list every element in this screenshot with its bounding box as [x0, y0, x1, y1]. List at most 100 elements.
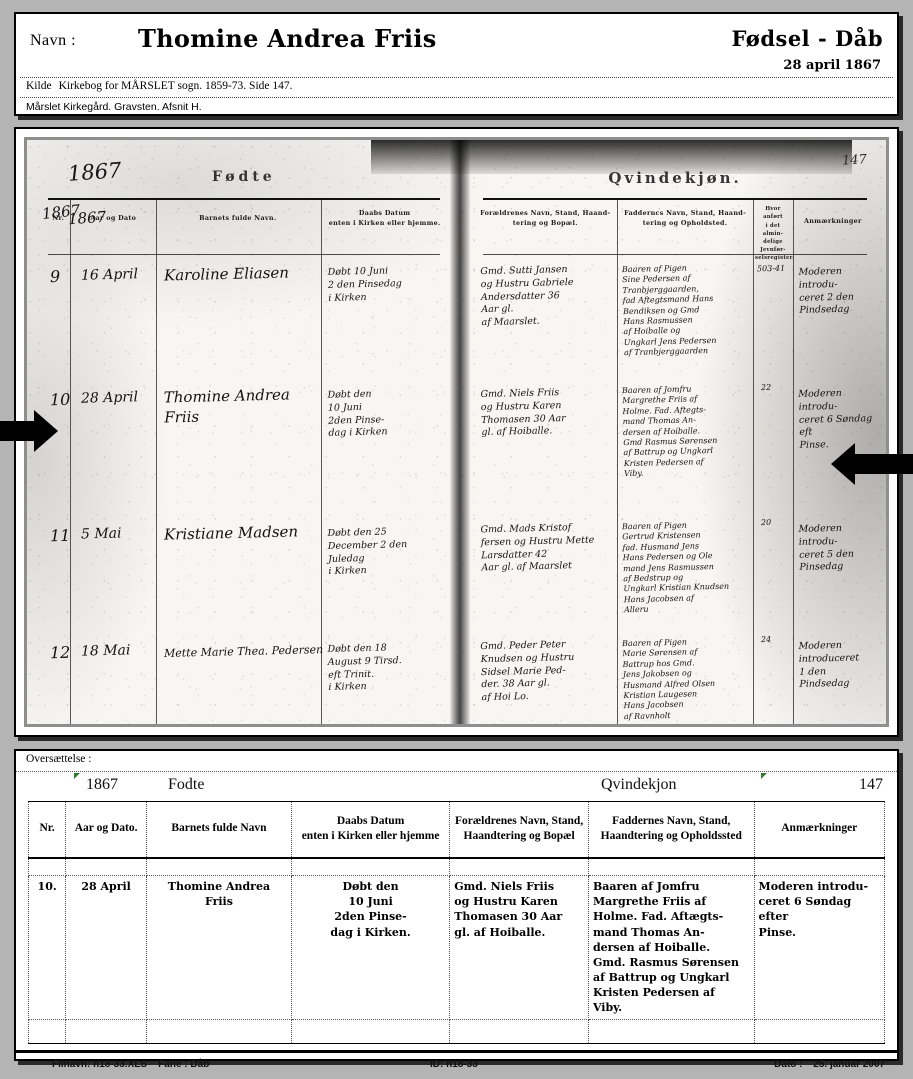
- col-header-barnets-navn: Barnets fulde Navn: [145, 801, 292, 859]
- scan-right-1-register: 22: [760, 382, 772, 393]
- col-header-barnets-navn-l1: Barnets fulde Navn: [171, 822, 267, 835]
- right-vrule-1: [617, 199, 619, 724]
- register-page-number: 147: [841, 152, 868, 169]
- banner-gender: Qvindekjon: [601, 776, 677, 793]
- header-panel: Navn : Thomine Andrea Friis Fødsel - Dåb…: [14, 12, 899, 116]
- cell-nr: 10.: [27, 875, 67, 1020]
- cell-faddere-l2: Margrethe Friis af: [592, 895, 707, 909]
- transcription-label: Oversættelse :: [26, 753, 92, 765]
- cell-anmaerkninger: Moderen introdu- ceret 6 Søndag efter Pi…: [753, 875, 886, 1020]
- transcription-table: Nr. Aar og Dato. Barnets fulde Navn Daab…: [27, 801, 886, 1044]
- footer-date: Dato : 25. januar 2007: [774, 1059, 885, 1070]
- left-header-rule: [48, 198, 440, 201]
- scan-image-panel: Fødte 1867 1867 1867 Nr. Aar og Dato Bar…: [14, 127, 899, 737]
- left-page-year-script: 1867: [67, 158, 123, 186]
- cell-daabs-datum: Døbt den 10 Juni 2den Pinse- dag i Kirke…: [290, 875, 451, 1020]
- col-header-foraeldre: Forældrenes Navn, Stand, Haandtering og …: [449, 801, 589, 859]
- scan-right-0-register: 503-41: [756, 263, 786, 274]
- scan-entry-1-name: Thomine Andrea Friis: [163, 385, 291, 428]
- right-header-rule: [483, 198, 867, 201]
- scan-image-frame: Fødte 1867 1867 1867 Nr. Aar og Dato Bar…: [24, 137, 889, 727]
- tail-cell-2: [65, 1019, 147, 1044]
- col-header-daabs-datum-l1: Daabs Datum: [336, 814, 405, 827]
- tail-cell-7: [753, 1019, 886, 1044]
- source-value: Kirkebog for MÅRSLET sogn. 1859-73. Side…: [58, 80, 293, 92]
- footer-sheet-value: Dåb: [190, 1058, 210, 1070]
- left-colhead-0: Nr.: [52, 213, 65, 222]
- register-right-page: Qvindekjøn. 147 Forældrenes Navn, Stand,…: [475, 140, 874, 724]
- cell-faddere-l9: Viby.: [592, 1001, 623, 1015]
- cell-barnets-navn-l2: Friis: [204, 895, 233, 909]
- source-label: Kilde: [26, 80, 52, 92]
- comment-marker-icon-2: [761, 773, 767, 779]
- cell-faddere-l3: Holme. Fad. Aftægts-: [592, 910, 724, 924]
- scan-entry-0-date: 16 April: [80, 266, 138, 284]
- transcription-label-row: Oversættelse :: [16, 751, 897, 771]
- header-top-row: Navn : Thomine Andrea Friis Fødsel - Dåb…: [16, 14, 897, 77]
- source-note: Mårslet Kirkegård. Gravsten. Afsnit H.: [26, 101, 202, 113]
- spacer-cell-5: [449, 857, 589, 876]
- cell-faddere-l6: Gmd. Rasmus Sørensen: [592, 955, 739, 969]
- scan-right-2-witnesses: Baaren af Pigen Gertrud Kristensen fad. …: [622, 520, 730, 615]
- scan-entry-1-date: 28 April: [80, 389, 138, 407]
- cell-nr-value: 10.: [37, 880, 57, 893]
- scan-entry-0-name: Karoline Eliasen: [164, 263, 290, 285]
- table-header-row: Nr. Aar og Dato. Barnets fulde Navn Daab…: [27, 801, 886, 859]
- header-divider-1: [20, 77, 893, 78]
- cell-anmaerkninger-l2: ceret 6 Søndag efter: [758, 895, 852, 924]
- event-type-title: Fødsel - Dåb: [731, 26, 883, 51]
- col-header-anmaerkninger-l1: Anmærkninger: [781, 822, 858, 835]
- comment-marker-icon-1: [74, 773, 80, 779]
- cell-daabs-datum-l2: 10 Juni: [348, 895, 393, 909]
- left-page-title: Fødte: [212, 169, 276, 186]
- col-header-anmaerkninger: Anmærkninger: [753, 801, 886, 859]
- scan-right-3-register: 24: [760, 635, 772, 645]
- scan-right-2-register: 20: [760, 518, 772, 528]
- scan-right-2-parents: Gmd. Mads Kristof fersen og Hustru Mette…: [480, 522, 595, 574]
- cell-faddere-l7: af Battrup og Ungkarl: [592, 971, 730, 985]
- scan-entry-3-name: Mette Marie Thea. Pedersen: [164, 642, 324, 660]
- scan-entry-2-baptism: Døbt den 25 December 2 den Juledag i Kir…: [326, 526, 407, 577]
- source-row: Kilde Kirkebog for MÅRSLET sogn. 1859-73.…: [16, 78, 897, 97]
- tail-cell-5: [449, 1019, 589, 1044]
- transcription-panel: Oversættelse : 1867 Fodte Qvindekjon 147: [14, 749, 899, 1070]
- scan-right-3-witnesses: Baaren af Pigen Marie Sørensen af Battru…: [622, 637, 716, 721]
- cell-foraeldre-l4: gl. af Hoiballe.: [454, 925, 546, 939]
- right-colhead-2: Hvor anført i det almin- delige Jevnfør-…: [754, 206, 795, 261]
- banner-fodte: Fodte: [168, 776, 205, 793]
- footer-filename: Filnavn: h18-33.XLS Fane : Dåb: [52, 1059, 209, 1070]
- scan-entry-1-baptism: Døbt den 10 Juni 2den Pinse- dag i Kirke…: [326, 388, 388, 439]
- footer-date-label: Dato :: [774, 1058, 803, 1070]
- right-colhead-rule: [483, 253, 867, 255]
- col-header-daabs-datum-l2: enten i Kirken eller hjemme: [301, 830, 440, 843]
- col-header-faddere-l1: Faddernes Navn, Stand,: [612, 814, 731, 827]
- book-gutter: [449, 140, 471, 724]
- footer-filename-label: Filnavn:: [52, 1058, 91, 1070]
- cell-barnets-navn: Thomine Andrea Friis: [145, 875, 292, 1020]
- col-header-nr-l1: Nr.: [39, 822, 55, 835]
- footer-id-label: ID:: [430, 1058, 444, 1070]
- cell-faddere-l5: dersen af Hoiballe.: [592, 940, 711, 954]
- scan-right-0-parents: Gmd. Sutti Jansen og Hustru Gabriele And…: [480, 263, 574, 329]
- tail-cell-6: [587, 1019, 755, 1044]
- tail-cell-4: [290, 1019, 451, 1044]
- right-colhead-0: Forældrenes Navn, Stand, Haand- tering o…: [480, 208, 611, 227]
- col-header-daabs-datum: Daabs Datum enten i Kirken eller hjemme: [290, 801, 451, 859]
- arrow-left-shaft: [0, 421, 36, 441]
- scan-entry-2-nr: 11: [49, 526, 71, 546]
- banner-year: 1867: [86, 776, 118, 793]
- footer-sheet-label: Fane :: [158, 1058, 188, 1070]
- scan-right-3-parents: Gmd. Peder Peter Knudsen og Hustru Sidse…: [480, 638, 575, 704]
- footer-date-value: 25. januar 2007: [813, 1058, 885, 1070]
- name-label: Navn :: [30, 32, 77, 49]
- scan-right-2-remarks: Moderen introdu- ceret 5 den Pinsedag: [798, 522, 855, 574]
- spacer-cell-7: [753, 857, 886, 876]
- source-text-wrap: Kilde Kirkebog for MÅRSLET sogn. 1859-73.…: [26, 80, 293, 92]
- source-note-row: Mårslet Kirkegård. Gravsten. Afsnit H.: [16, 98, 897, 118]
- tail-cell-1: [27, 1019, 67, 1044]
- col-header-foraeldre-l2: Haandtering og Bopæl: [463, 830, 575, 843]
- col-header-nr: Nr.: [27, 801, 67, 859]
- church-register-scan: Fødte 1867 1867 1867 Nr. Aar og Dato Bar…: [27, 140, 886, 724]
- col-header-aar-dato-l1: Aar og Dato.: [74, 822, 138, 835]
